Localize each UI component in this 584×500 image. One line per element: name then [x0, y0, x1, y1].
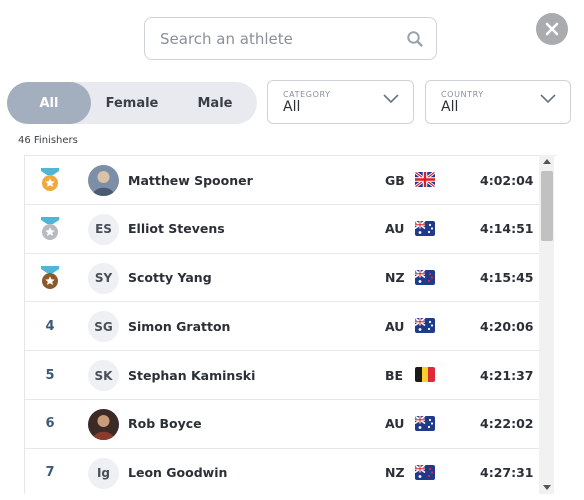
rank-number: 5 [45, 367, 55, 383]
finishers-count: 46 Finishers [18, 135, 78, 146]
flag-au-icon [415, 318, 435, 334]
country-flag [415, 415, 435, 431]
finish-time: 4:21:37 [480, 367, 534, 383]
avatar: ES [88, 213, 119, 245]
athlete-name[interactable]: Matthew Spooner [128, 172, 253, 188]
gender-filter: All Female Male [7, 82, 257, 124]
country-flag [415, 269, 435, 285]
country-dropdown[interactable]: COUNTRY All [425, 80, 571, 124]
athlete-row[interactable]: 4 SG Simon Gratton AU 4:20:06 [25, 302, 539, 352]
country-flag [415, 220, 435, 236]
avatar [88, 165, 119, 196]
country-flag [415, 464, 435, 480]
athlete-row[interactable]: ES Elliot Stevens AU 4:14:51 [25, 205, 539, 254]
rank-medal [35, 156, 65, 204]
flag-au-icon [415, 415, 435, 431]
search-icon[interactable] [406, 30, 424, 48]
country-code: AU [385, 416, 405, 432]
country-code: NZ [385, 465, 405, 481]
flag-be-icon [415, 367, 435, 383]
finish-time: 4:22:02 [480, 416, 534, 432]
close-button[interactable] [536, 13, 568, 45]
athlete-name[interactable]: Elliot Stevens [128, 221, 225, 237]
silver-medal-icon [41, 216, 59, 240]
scrollbar[interactable] [539, 155, 554, 494]
bronze-medal-icon [41, 265, 59, 289]
rank-number: 6 [45, 416, 55, 432]
athlete-row[interactable]: Matthew Spooner GB 4:02:04 [25, 156, 539, 205]
gender-option-all[interactable]: All [7, 82, 91, 124]
avatar [88, 408, 119, 440]
flag-nz-icon [415, 464, 435, 480]
rank-number: 4 [45, 318, 55, 334]
country-flag [415, 318, 435, 334]
results-rows: Matthew Spooner GB 4:02:04 ES Elliot Stevens… [25, 156, 539, 494]
country-code: AU [385, 318, 405, 334]
category-label: CATEGORY [283, 90, 331, 99]
athlete-photo [88, 408, 119, 440]
gold-medal-icon [41, 168, 59, 191]
category-value: All [283, 99, 301, 115]
flag-nz-icon [415, 269, 435, 285]
search-input[interactable] [160, 29, 406, 48]
scrollbar-thumb[interactable] [541, 171, 553, 241]
chevron-down-icon [383, 94, 399, 104]
finish-time: 4:14:51 [480, 221, 534, 237]
finish-time: 4:20:06 [480, 318, 534, 334]
avatar: SK [88, 360, 119, 392]
scroll-up-arrow[interactable] [543, 159, 551, 164]
rank-number: 7 [45, 465, 55, 481]
avatar: Ig [88, 457, 119, 489]
gender-option-male[interactable]: Male [197, 95, 233, 111]
athlete-row[interactable]: 7 Ig Leon Goodwin NZ 4:27:31 [25, 449, 539, 494]
flag-gb-icon [415, 172, 435, 187]
close-icon [545, 22, 559, 36]
results-list: Matthew Spooner GB 4:02:04 ES Elliot Stevens… [24, 155, 556, 494]
rank-medal [35, 205, 65, 253]
athlete-name[interactable]: Scotty Yang [128, 270, 212, 286]
athlete-row[interactable]: 5 SK Stephan Kaminski BE 4:21:37 [25, 351, 539, 400]
country-code: AU [385, 221, 405, 237]
scroll-down-arrow[interactable] [543, 485, 551, 490]
country-label: COUNTRY [441, 90, 484, 99]
country-flag [415, 367, 435, 383]
finish-time: 4:27:31 [480, 465, 534, 481]
athlete-name[interactable]: Stephan Kaminski [128, 367, 256, 383]
athlete-name[interactable]: Rob Boyce [128, 416, 202, 432]
gender-option-female[interactable]: Female [105, 95, 159, 111]
country-value: All [441, 99, 459, 115]
finish-time: 4:02:04 [480, 172, 534, 188]
avatar: SG [88, 311, 119, 343]
country-code: BE [385, 367, 404, 383]
athlete-name[interactable]: Simon Gratton [128, 318, 231, 334]
athlete-photo [88, 165, 119, 196]
country-flag [415, 172, 435, 187]
country-code: NZ [385, 270, 405, 286]
chevron-down-icon [540, 94, 556, 104]
finish-time: 4:15:45 [480, 270, 534, 286]
athlete-name[interactable]: Leon Goodwin [128, 465, 228, 481]
rank-medal [35, 254, 65, 302]
athlete-row[interactable]: 6 Rob Boyce AU 4:22:02 [25, 400, 539, 449]
search-box[interactable] [144, 17, 437, 60]
country-code: GB [385, 172, 405, 188]
avatar: SY [88, 262, 119, 294]
flag-au-icon [415, 220, 435, 236]
category-dropdown[interactable]: CATEGORY All [267, 80, 414, 124]
athlete-row[interactable]: SY Scotty Yang NZ 4:15:45 [25, 254, 539, 303]
